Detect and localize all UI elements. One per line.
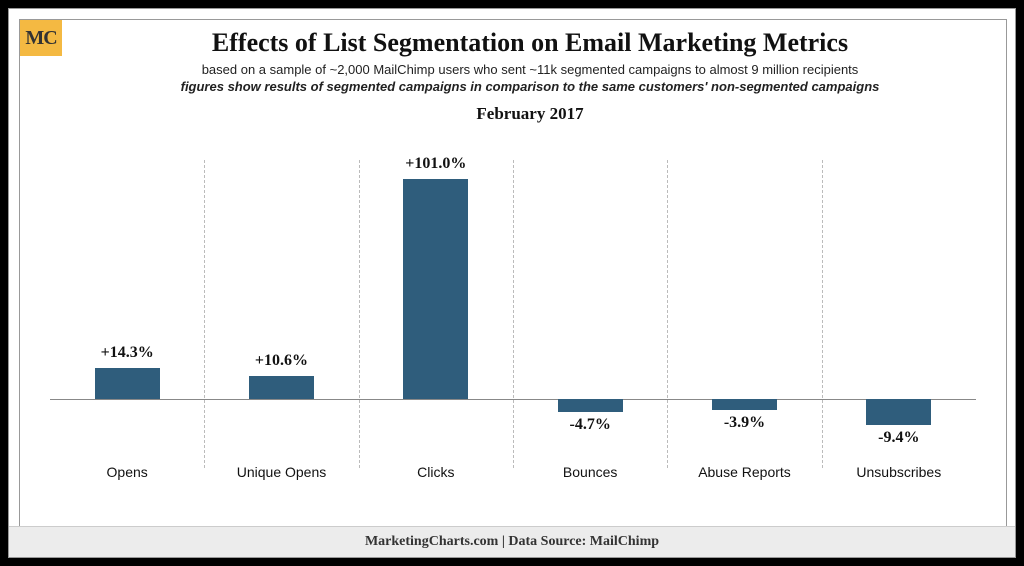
footer-attribution: MarketingCharts.com | Data Source: MailC… [9,526,1015,557]
bar [95,368,160,399]
value-label: +14.3% [50,344,204,362]
bar [712,399,777,410]
chart-column: -4.7% Bounces [513,150,667,478]
chart-column: +101.0% Clicks [359,150,513,478]
category-label: Opens [50,464,204,480]
category-label: Clicks [359,464,513,480]
bar [558,399,623,412]
chart-column: -9.4% Unsubscribes [822,150,976,478]
category-label: Unsubscribes [822,464,976,480]
value-label: -9.4% [822,429,976,447]
bar [866,399,931,424]
mc-logo: MC [20,20,62,56]
chart-column: +10.6% Unique Opens [204,150,358,478]
bar [249,376,314,399]
chart-column: +14.3% Opens [50,150,204,478]
outer-frame: MC Effects of List Segmentation on Email… [8,8,1016,558]
chart-subtitle-1: based on a sample of ~2,000 MailChimp us… [64,62,996,77]
chart-title: Effects of List Segmentation on Email Ma… [64,28,996,58]
category-label: Unique Opens [204,464,358,480]
category-label: Abuse Reports [667,464,821,480]
value-label: +10.6% [204,352,358,370]
plot-area: +14.3% Opens +10.6% Unique Opens +101.0% Clic… [50,150,976,478]
chart-subtitle-2: figures show results of segmented campai… [64,79,996,94]
chart-card: MC Effects of List Segmentation on Email… [19,19,1007,529]
header: Effects of List Segmentation on Email Ma… [64,28,996,124]
category-label: Bounces [513,464,667,480]
chart-column: -3.9% Abuse Reports [667,150,821,478]
chart-date: February 2017 [64,104,996,124]
value-label: -3.9% [667,414,821,432]
value-label: -4.7% [513,416,667,434]
value-label: +101.0% [359,155,513,173]
bar [403,179,468,399]
